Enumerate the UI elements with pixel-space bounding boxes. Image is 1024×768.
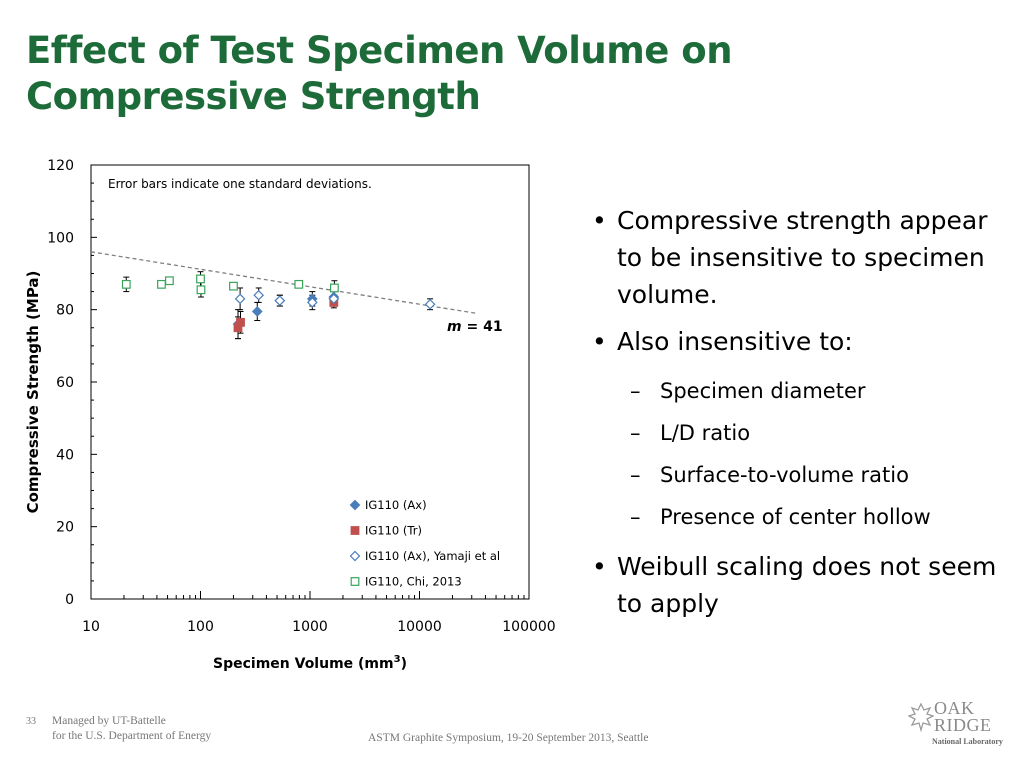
y-tick-label: 40 bbox=[56, 447, 74, 463]
data-point bbox=[165, 276, 174, 286]
bullet-list: • Compressive strength appear to be inse… bbox=[590, 202, 1010, 632]
logo-line-1: OAK bbox=[934, 698, 975, 718]
data-point bbox=[329, 283, 339, 293]
slide-title: Effect of Test Specimen Volume on Compre… bbox=[26, 28, 806, 120]
bullet-dot: • bbox=[592, 206, 607, 235]
data-point bbox=[157, 279, 166, 289]
x-tick-label: 100 bbox=[187, 619, 214, 635]
sub-bullet-4-text: Presence of center hollow bbox=[660, 505, 931, 529]
data-point bbox=[236, 317, 245, 327]
sub-bullet-3-text: Surface-to-volume ratio bbox=[660, 463, 909, 487]
legend-label: IG110 (Ax), Yamaji et al bbox=[365, 549, 500, 563]
leaf-icon bbox=[908, 702, 934, 732]
bullet-1: • Compressive strength appear to be inse… bbox=[590, 202, 1010, 313]
y-tick-label: 0 bbox=[65, 592, 74, 608]
bullet-dot: • bbox=[592, 327, 607, 356]
bullet-3: • Weibull scaling does not seem to apply bbox=[590, 548, 1010, 622]
data-point bbox=[253, 289, 265, 301]
legend-label: IG110 (Tr) bbox=[365, 524, 422, 538]
sub-bullet-4: – Presence of center hollow bbox=[630, 505, 931, 529]
data-point bbox=[251, 306, 263, 317]
weibull-trend-line bbox=[90, 251, 477, 314]
y-tick-label: 120 bbox=[47, 158, 74, 174]
legend-label: IG110 (Ax) bbox=[365, 498, 427, 512]
logo-subtitle: National Laboratory bbox=[932, 737, 1003, 746]
bullet-2: • Also insensitive to: bbox=[590, 323, 1010, 360]
logo-line-2: RIDGE bbox=[934, 715, 992, 735]
bullet-2-text: Also insensitive to: bbox=[617, 327, 853, 356]
managed-by-text: Managed by UT-Battelle for the U.S. Depa… bbox=[52, 714, 211, 744]
sub-bullet-3: – Surface-to-volume ratio bbox=[630, 463, 909, 487]
x-tick-label: 1000 bbox=[292, 619, 328, 635]
legend-marker bbox=[350, 577, 360, 586]
sub-bullet-2-text: L/D ratio bbox=[660, 421, 751, 445]
data-point bbox=[121, 279, 131, 289]
legend-marker bbox=[350, 526, 360, 535]
ornl-logo: OAK RIDGE National Laboratory bbox=[908, 698, 1004, 752]
logo-wordmark: OAK RIDGE bbox=[934, 698, 992, 735]
scatter-chart: 0 20 40 60 80 100 120 10 100 1000 10000 100000 Speci… bbox=[24, 158, 556, 672]
managed-line-1: Managed by UT-Battelle bbox=[52, 715, 166, 727]
data-point bbox=[328, 293, 340, 305]
data-point bbox=[196, 285, 206, 295]
sub-bullet-2: – L/D ratio bbox=[630, 421, 751, 445]
sub-bullet-1: – Specimen diameter bbox=[630, 379, 866, 403]
legend-label: IG110, Chi, 2013 bbox=[365, 575, 462, 589]
data-point bbox=[306, 297, 318, 308]
x-axis-title: Specimen Volume (mm3) bbox=[213, 654, 407, 672]
managed-line-2: for the U.S. Department of Energy bbox=[52, 730, 212, 742]
conference-text: ASTM Graphite Symposium, 19-20 September… bbox=[368, 732, 649, 744]
data-point bbox=[234, 293, 246, 305]
plot-frame bbox=[90, 164, 530, 600]
title-line-1: Effect of Test Specimen Volume on bbox=[26, 29, 733, 72]
x-tick-label: 10 bbox=[82, 619, 100, 635]
y-axis-title: Compressive Strength (MPa) bbox=[24, 271, 42, 514]
data-point bbox=[294, 279, 304, 289]
legend-marker bbox=[349, 550, 361, 562]
bullet-dot: • bbox=[592, 552, 607, 581]
chart-annotation: Error bars indicate one standard deviati… bbox=[108, 177, 372, 191]
x-tick-label: 100000 bbox=[502, 619, 555, 635]
title-line-2: Compressive Strength bbox=[26, 75, 481, 118]
y-tick-label: 20 bbox=[56, 520, 74, 536]
y-tick-label: 100 bbox=[47, 230, 74, 246]
x-tick-label: 10000 bbox=[397, 619, 442, 635]
data-point bbox=[229, 281, 238, 291]
data-point bbox=[274, 295, 286, 306]
page-number: 33 bbox=[26, 716, 36, 727]
data-point bbox=[196, 274, 205, 284]
legend-marker bbox=[349, 499, 361, 511]
y-tick-label: 80 bbox=[56, 303, 74, 319]
trend-label: m = 41 bbox=[447, 319, 503, 335]
sub-bullet-1-text: Specimen diameter bbox=[660, 379, 866, 403]
bullet-3-text: Weibull scaling does not seem to apply bbox=[617, 552, 997, 618]
data-point bbox=[424, 298, 436, 310]
sub-bullet-list: – Specimen diameter – L/D ratio – Surface-t… bbox=[590, 370, 1010, 538]
y-tick-label: 60 bbox=[56, 375, 74, 391]
bullet-1-text: Compressive strength appear to be insens… bbox=[617, 206, 988, 309]
